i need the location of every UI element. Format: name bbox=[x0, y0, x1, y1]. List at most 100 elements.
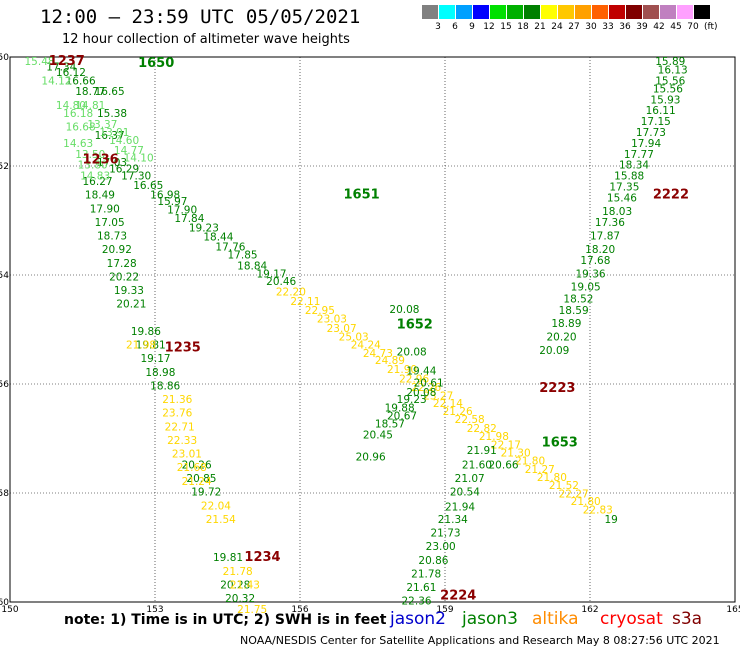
legend-swatch bbox=[456, 5, 472, 19]
wave-height-point: 21.98 bbox=[126, 340, 156, 352]
legend-swatch bbox=[626, 5, 642, 19]
wave-height-point: 17.68 bbox=[580, 255, 610, 267]
wave-height-point: 20.66 bbox=[489, 459, 519, 471]
wave-height-point: 21.80 bbox=[515, 456, 545, 468]
wave-height-point: 17.36 bbox=[595, 217, 625, 229]
wave-height-point: 21.91 bbox=[467, 445, 497, 457]
legend-tick: 42 bbox=[653, 22, 665, 32]
wave-height-point: 23.03 bbox=[317, 313, 347, 325]
wave-height-point: 20.26 bbox=[182, 459, 212, 471]
legend-tick: 21 bbox=[534, 22, 546, 32]
wave-height-point: 21.27 bbox=[525, 464, 555, 476]
wave-height-point: 16.66 bbox=[66, 75, 96, 87]
wave-height-point: 19.72 bbox=[191, 487, 221, 499]
wave-height-point: 15.38 bbox=[97, 108, 127, 120]
wave-height-point: 20.21 bbox=[116, 299, 146, 311]
wave-height-point: 22.17 bbox=[491, 439, 521, 451]
pass-label: 1652 bbox=[397, 317, 433, 332]
wave-height-point: 21.94 bbox=[445, 501, 475, 513]
wave-height-point: 20.28 bbox=[220, 579, 250, 591]
wave-height-point: 20.08 bbox=[406, 387, 436, 399]
wave-height-point: 20.85 bbox=[186, 473, 216, 485]
x-tick-label: 150 bbox=[1, 605, 18, 615]
wave-height-point: 20.45 bbox=[363, 430, 393, 442]
wave-height-point: 16.37 bbox=[95, 130, 125, 142]
wave-height-point: 16.12 bbox=[56, 67, 86, 79]
legend-swatch bbox=[473, 5, 489, 19]
legend-tick: 6 bbox=[452, 22, 458, 32]
wave-height-point: 15.56 bbox=[655, 75, 685, 87]
footnote: note: 1) Time is in UTC; 2) SWH is in fe… bbox=[64, 612, 387, 628]
wave-height-point: 19.33 bbox=[114, 285, 144, 297]
wave-height-point: 19.05 bbox=[571, 281, 601, 293]
wave-height-point: 17.87 bbox=[590, 231, 620, 243]
wave-height-point: 15.97 bbox=[157, 196, 187, 208]
pass-label: 1650 bbox=[138, 56, 174, 71]
wave-height-point: 14.83 bbox=[80, 171, 110, 183]
wave-height-point: 22.82 bbox=[467, 423, 497, 435]
pass-label: 1236 bbox=[83, 152, 119, 167]
wave-height-point: 13.91 bbox=[99, 127, 129, 139]
wave-height-point: 18.73 bbox=[97, 231, 127, 243]
wave-height-point: 15.46 bbox=[607, 192, 637, 204]
wave-height-point: 22.27 bbox=[559, 488, 589, 500]
wave-height-point: 17.90 bbox=[90, 203, 120, 215]
legend-tick: 70 bbox=[687, 22, 699, 32]
wave-height-point: 21.30 bbox=[501, 447, 531, 459]
wave-height-point: 18.20 bbox=[585, 244, 615, 256]
wave-height-point: 20.08 bbox=[397, 347, 427, 359]
legend-tick: 24 bbox=[551, 22, 563, 32]
wave-height-point: 14.12 bbox=[41, 75, 71, 87]
wave-height-point: 19.81 bbox=[136, 340, 166, 352]
wave-height-point: 19 bbox=[605, 514, 618, 526]
legend-swatch bbox=[694, 5, 710, 19]
wave-height-point: 14.77 bbox=[114, 145, 144, 157]
x-tick-label: 153 bbox=[146, 605, 163, 615]
wave-height-point: 17.77 bbox=[624, 149, 654, 161]
legend-swatch bbox=[609, 5, 625, 19]
wave-height-point: 21.68 bbox=[177, 462, 207, 474]
wave-height-point: 20.22 bbox=[109, 271, 139, 283]
plot-frame bbox=[9, 56, 736, 603]
pass-label: 1235 bbox=[165, 340, 201, 355]
chart-title: 12:00 – 23:59 UTC 05/05/2021 bbox=[40, 6, 361, 28]
legend-tick: 39 bbox=[636, 22, 648, 32]
wave-height-point: 16.27 bbox=[83, 176, 113, 188]
wave-height-point: 24.24 bbox=[351, 340, 381, 352]
wave-height-point: 21.60 bbox=[462, 459, 492, 471]
wave-height-point: 17.35 bbox=[609, 182, 639, 194]
credit-line: NOAA/NESDIS Center for Satellite Applica… bbox=[240, 634, 720, 647]
wave-height-point: 21.80 bbox=[537, 472, 567, 484]
wave-height-point: 20.61 bbox=[414, 378, 444, 390]
wave-height-point: 20.08 bbox=[389, 304, 419, 316]
pass-label: 1237 bbox=[49, 54, 85, 69]
wave-height-point: 22.04 bbox=[201, 500, 231, 512]
wave-height-point: 17.15 bbox=[641, 116, 671, 128]
x-tick-label: 156 bbox=[291, 605, 308, 615]
legend-swatch bbox=[422, 5, 438, 19]
wave-height-point: 21.78 bbox=[411, 568, 441, 580]
wave-height-point: 18.86 bbox=[150, 380, 180, 392]
wave-height-point: 22.33 bbox=[167, 435, 197, 447]
legend-tick: 36 bbox=[619, 22, 631, 32]
wave-height-point: 20.67 bbox=[387, 410, 417, 422]
legend-tick: 18 bbox=[517, 22, 529, 32]
pass-label: 2222 bbox=[653, 188, 689, 203]
pass-label: 2224 bbox=[440, 588, 476, 603]
wave-height-point: 21.90 bbox=[387, 364, 417, 376]
satellite-label-jason3: jason3 bbox=[462, 609, 518, 629]
wave-height-point: 15.48 bbox=[25, 56, 55, 68]
wave-height-point: 19.88 bbox=[385, 402, 415, 414]
x-tick-label: 162 bbox=[581, 605, 598, 615]
y-tick-label: -56 bbox=[0, 380, 9, 390]
chart-subtitle: 12 hour collection of altimeter wave hei… bbox=[62, 32, 350, 47]
pass-label: 2223 bbox=[539, 381, 575, 396]
legend-tick: 30 bbox=[585, 22, 597, 32]
wave-height-point: 16.65 bbox=[133, 180, 163, 192]
legend-tick: 9 bbox=[469, 22, 475, 32]
wave-height-point: 18.84 bbox=[237, 261, 267, 273]
y-tick-label: -58 bbox=[0, 489, 9, 499]
wave-height-point: 21.73 bbox=[431, 528, 461, 540]
wave-height-point: 22.96 bbox=[399, 373, 429, 385]
wave-height-point: 15.93 bbox=[650, 94, 680, 106]
